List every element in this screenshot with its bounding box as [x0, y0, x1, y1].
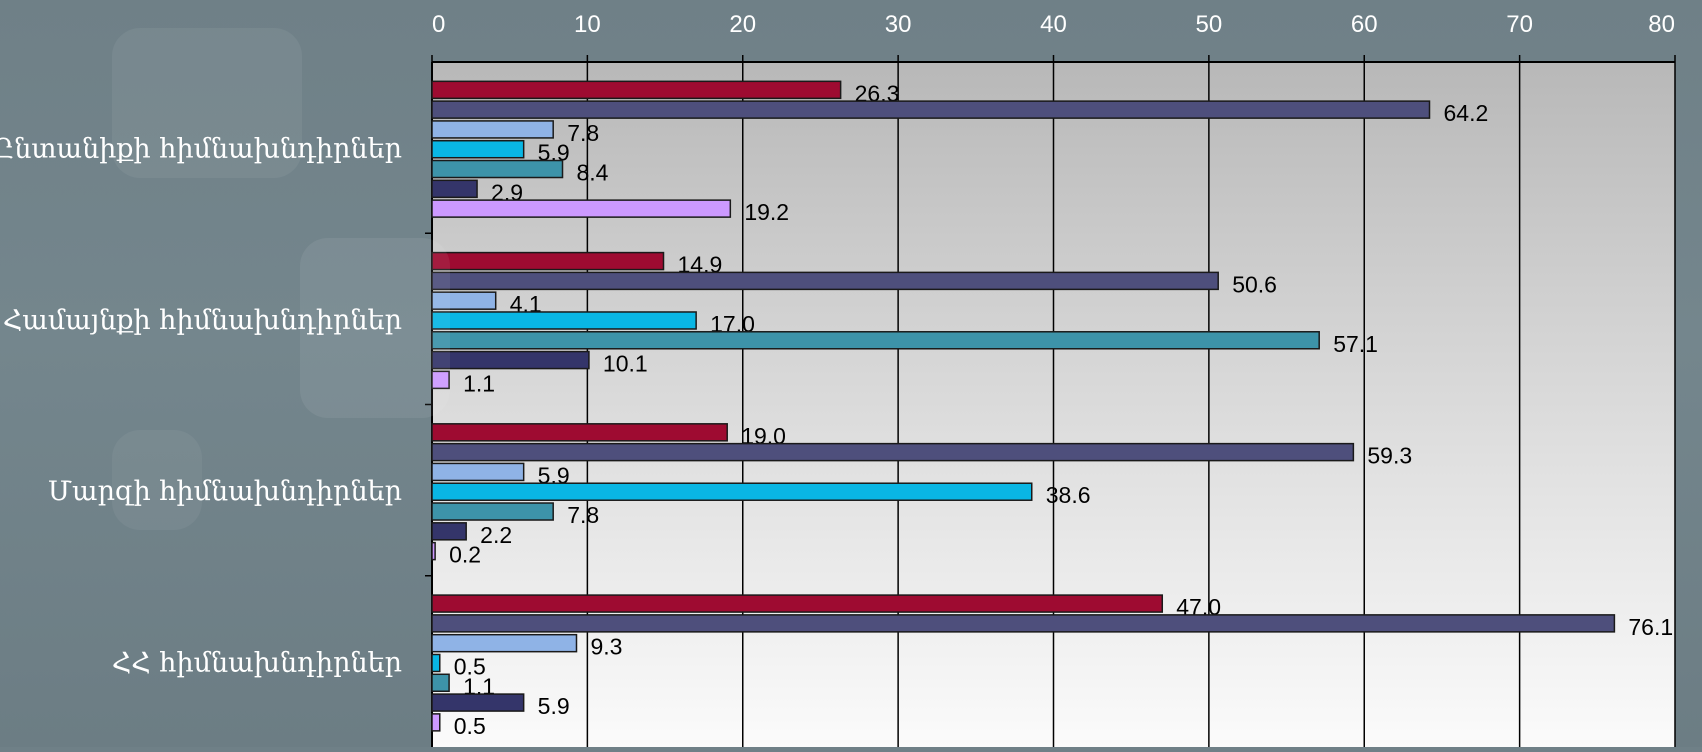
- background-shape: [300, 238, 450, 418]
- data-label: 9.3: [590, 634, 622, 660]
- bar: [431, 139, 525, 159]
- bar: [431, 653, 441, 673]
- category-label: Ընտանիքի հիմնախնդիրներ: [0, 134, 402, 165]
- bar: [431, 291, 497, 310]
- data-label: 19.2: [744, 199, 789, 225]
- data-label: 7.8: [567, 502, 599, 528]
- data-label: 0.5: [454, 653, 486, 679]
- bar: [431, 370, 450, 390]
- bar: [431, 594, 1164, 613]
- bar: [431, 311, 697, 330]
- background-shape: [112, 28, 302, 178]
- bar: [431, 462, 525, 482]
- x-tick-label: 0: [432, 11, 445, 38]
- x-tick-label: 20: [729, 11, 756, 38]
- bar: [431, 251, 665, 271]
- data-label: 57.1: [1333, 331, 1378, 357]
- data-label: 0.5: [454, 713, 486, 739]
- bar: [431, 120, 554, 139]
- bar: [431, 614, 1616, 633]
- category-label: Մարզի հիմնախնդիրներ: [48, 476, 402, 507]
- x-tick-label: 40: [1040, 11, 1067, 38]
- background-shape: [112, 430, 202, 530]
- x-tick-label: 60: [1351, 11, 1378, 38]
- data-label: 1.1: [463, 370, 495, 396]
- data-label: 5.9: [538, 693, 570, 719]
- bar: [431, 159, 564, 179]
- x-tick-label: 50: [1196, 11, 1223, 38]
- data-label: 38.6: [1046, 482, 1091, 508]
- bar: [431, 100, 1431, 119]
- x-tick-label: 80: [1648, 11, 1675, 38]
- x-tick-label: 70: [1506, 11, 1533, 38]
- data-label: 50.6: [1232, 271, 1277, 297]
- bar: [431, 693, 525, 712]
- bar: [431, 179, 478, 199]
- bar: [431, 541, 436, 561]
- data-label: 59.3: [1367, 443, 1412, 469]
- data-label: 0.2: [449, 542, 481, 568]
- data-label: 8.4: [577, 160, 609, 186]
- data-label: 7.8: [567, 120, 599, 146]
- bar: [431, 331, 1320, 350]
- category-label: ՀՀ հիմնախնդիրներ: [112, 647, 402, 678]
- bar: [431, 80, 842, 100]
- bar: [431, 713, 441, 732]
- bar: [431, 423, 728, 442]
- data-label: 76.1: [1628, 614, 1673, 640]
- bar: [431, 199, 732, 218]
- bar: [431, 271, 1219, 291]
- bar: [431, 442, 1355, 462]
- data-label: 64.2: [1444, 100, 1489, 126]
- bar: [431, 673, 450, 693]
- bar: [431, 502, 554, 521]
- x-tick-label: 10: [574, 11, 601, 38]
- bar: [431, 633, 578, 653]
- bar: [431, 482, 1033, 501]
- data-label: 2.2: [480, 522, 512, 548]
- bar: [431, 350, 590, 370]
- x-tick-label: 30: [885, 11, 912, 38]
- category-label: Համայնքի հիմնախնդիրներ: [3, 305, 402, 336]
- data-label: 10.1: [603, 351, 648, 377]
- bar: [431, 522, 467, 541]
